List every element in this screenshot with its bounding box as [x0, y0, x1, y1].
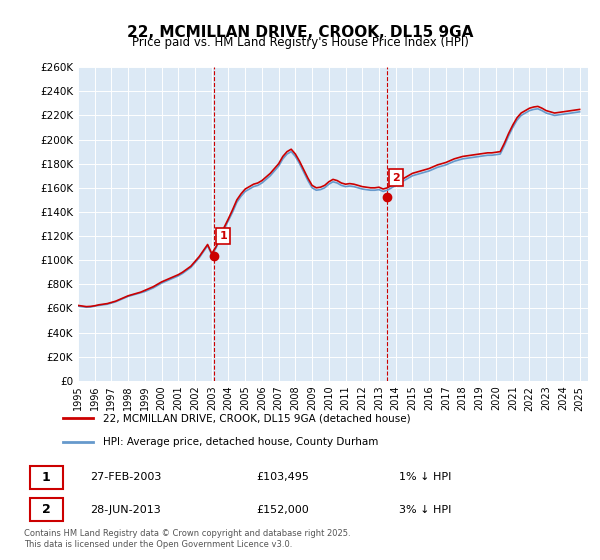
- Text: 1% ↓ HPI: 1% ↓ HPI: [400, 473, 452, 483]
- Text: HPI: Average price, detached house, County Durham: HPI: Average price, detached house, Coun…: [103, 436, 379, 446]
- Text: 2: 2: [392, 172, 400, 183]
- Text: £103,495: £103,495: [256, 473, 309, 483]
- Text: £152,000: £152,000: [256, 505, 308, 515]
- Text: 3% ↓ HPI: 3% ↓ HPI: [400, 505, 452, 515]
- FancyBboxPatch shape: [29, 498, 62, 521]
- FancyBboxPatch shape: [29, 466, 62, 489]
- Text: 2: 2: [42, 503, 50, 516]
- Text: 28-JUN-2013: 28-JUN-2013: [90, 505, 161, 515]
- Text: 27-FEB-2003: 27-FEB-2003: [90, 473, 161, 483]
- Text: 22, MCMILLAN DRIVE, CROOK, DL15 9GA: 22, MCMILLAN DRIVE, CROOK, DL15 9GA: [127, 25, 473, 40]
- Text: Contains HM Land Registry data © Crown copyright and database right 2025.
This d: Contains HM Land Registry data © Crown c…: [24, 529, 350, 549]
- Text: 1: 1: [219, 231, 227, 241]
- Text: Price paid vs. HM Land Registry's House Price Index (HPI): Price paid vs. HM Land Registry's House …: [131, 36, 469, 49]
- Text: 1: 1: [42, 471, 50, 484]
- Text: 22, MCMILLAN DRIVE, CROOK, DL15 9GA (detached house): 22, MCMILLAN DRIVE, CROOK, DL15 9GA (det…: [103, 413, 411, 423]
